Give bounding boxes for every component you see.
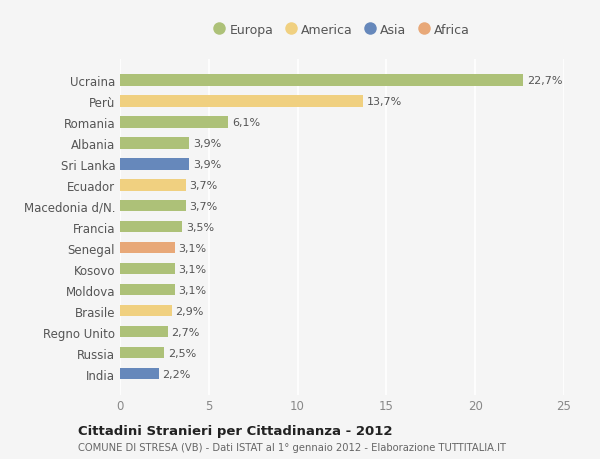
Text: Cittadini Stranieri per Cittadinanza - 2012: Cittadini Stranieri per Cittadinanza - 2… — [78, 425, 392, 437]
Text: 3,9%: 3,9% — [193, 139, 221, 148]
Bar — [120, 368, 159, 380]
Bar — [120, 347, 164, 358]
Legend: Europa, America, Asia, Africa: Europa, America, Asia, Africa — [209, 19, 475, 42]
Text: 2,9%: 2,9% — [175, 306, 203, 316]
Text: 3,1%: 3,1% — [179, 264, 207, 274]
Bar — [120, 201, 186, 212]
Text: 6,1%: 6,1% — [232, 118, 260, 128]
Bar — [120, 305, 172, 317]
Bar — [120, 179, 186, 191]
Text: 13,7%: 13,7% — [367, 96, 402, 106]
Bar — [120, 242, 175, 254]
Text: 3,9%: 3,9% — [193, 159, 221, 169]
Bar — [120, 221, 182, 233]
Bar — [120, 284, 175, 296]
Text: COMUNE DI STRESA (VB) - Dati ISTAT al 1° gennaio 2012 - Elaborazione TUTTITALIA.: COMUNE DI STRESA (VB) - Dati ISTAT al 1°… — [78, 442, 506, 452]
Bar — [120, 96, 364, 107]
Text: 2,7%: 2,7% — [172, 327, 200, 337]
Text: 2,5%: 2,5% — [168, 348, 196, 358]
Bar — [120, 263, 175, 275]
Bar — [120, 138, 189, 149]
Text: 3,7%: 3,7% — [189, 202, 218, 211]
Text: 3,1%: 3,1% — [179, 243, 207, 253]
Bar — [120, 117, 229, 128]
Text: 22,7%: 22,7% — [527, 76, 562, 86]
Text: 2,2%: 2,2% — [163, 369, 191, 379]
Bar — [120, 75, 523, 86]
Text: 3,7%: 3,7% — [189, 180, 218, 190]
Bar — [120, 326, 168, 338]
Bar — [120, 159, 189, 170]
Text: 3,5%: 3,5% — [186, 222, 214, 232]
Text: 3,1%: 3,1% — [179, 285, 207, 295]
